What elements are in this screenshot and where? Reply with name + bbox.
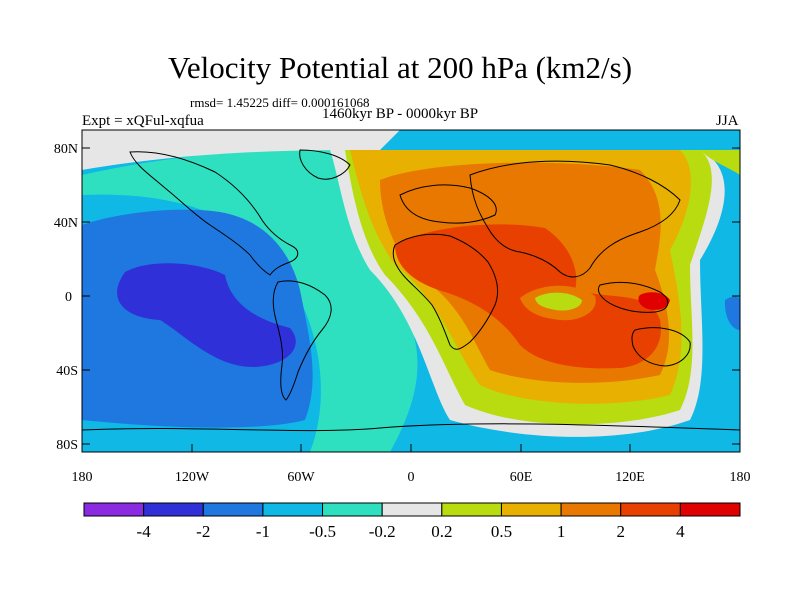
colorbar-swatch: [500, 502, 562, 517]
lat-tick-label: 0: [65, 290, 72, 305]
colorbar-label: 4: [676, 522, 685, 541]
field-max-spot: [638, 292, 670, 310]
contour-field: [82, 130, 740, 452]
field-east-positive: [700, 150, 740, 175]
colorbar-label: 2: [616, 522, 625, 541]
colorbar-label: -4: [136, 522, 151, 541]
field-pacific-core: [117, 263, 296, 368]
lat-tick-label: 80N: [54, 142, 78, 157]
coast-greenland: [299, 149, 351, 180]
coast-maritime-continent: [597, 281, 669, 313]
lon-tick-label: 0: [408, 470, 415, 485]
colorbar-swatch: [381, 502, 443, 517]
colorbar-label: 1: [556, 522, 566, 541]
colorbar-swatch: [83, 502, 145, 517]
colorbar-swatch: [202, 502, 264, 517]
colorbar-swatch: [620, 502, 681, 517]
colorbar-swatch: [679, 502, 741, 517]
coast-asia: [469, 160, 681, 278]
lat-tick-label: 40S: [56, 364, 78, 379]
colorbar-label: -0.2: [368, 522, 396, 541]
field-arctic-neutral: [82, 130, 400, 170]
coast-australia: [631, 327, 691, 367]
coast-antarctica: [82, 423, 740, 432]
coast-africa: [392, 233, 499, 350]
lon-tick-label: 180: [72, 470, 93, 485]
colorbar-label: -1: [255, 522, 270, 541]
lat-tick-label: 40N: [54, 216, 78, 231]
colorbar-label: 0.5: [490, 522, 513, 541]
lat-tick-label: 80S: [56, 438, 78, 453]
lon-tick-label: 60W: [287, 470, 315, 485]
colorbar-swatch: [143, 502, 204, 517]
coast-south-america: [272, 280, 332, 401]
colorbar-label: -0.5: [309, 522, 336, 541]
lon-tick-label: 60E: [510, 470, 533, 485]
coast-north-america: [129, 151, 299, 276]
stats-label: rmsd= 1.45225 diff= 0.000161068: [190, 95, 370, 110]
coastlines: [82, 149, 740, 432]
period-label: 1460kyr BP - 0000kyr BP: [322, 106, 479, 122]
coast-europe: [399, 184, 497, 224]
colorbar-label: -2: [196, 522, 211, 541]
lon-tick-label: 120W: [175, 470, 210, 485]
colorbar-swatch: [560, 502, 622, 517]
colorbar: [83, 502, 741, 517]
experiment-label: Expt = xQFul-xqfua: [82, 113, 204, 129]
field-band-low: [82, 150, 418, 452]
lat-tick-marks: [81, 147, 741, 452]
colorbar-swatch: [322, 502, 383, 517]
chart-title: Velocity Potential at 200 hPa (km2/s): [167, 50, 633, 85]
colorbar-swatch: [441, 502, 502, 517]
lon-tick-label: 120E: [615, 470, 645, 485]
colorbar-label: 0.2: [431, 522, 453, 541]
season-label: JJA: [716, 113, 739, 129]
field-east-blue: [724, 296, 740, 330]
colorbar-swatch: [262, 502, 324, 517]
lon-tick-label: 180: [730, 470, 751, 485]
field-tongue-inner: [535, 292, 582, 311]
